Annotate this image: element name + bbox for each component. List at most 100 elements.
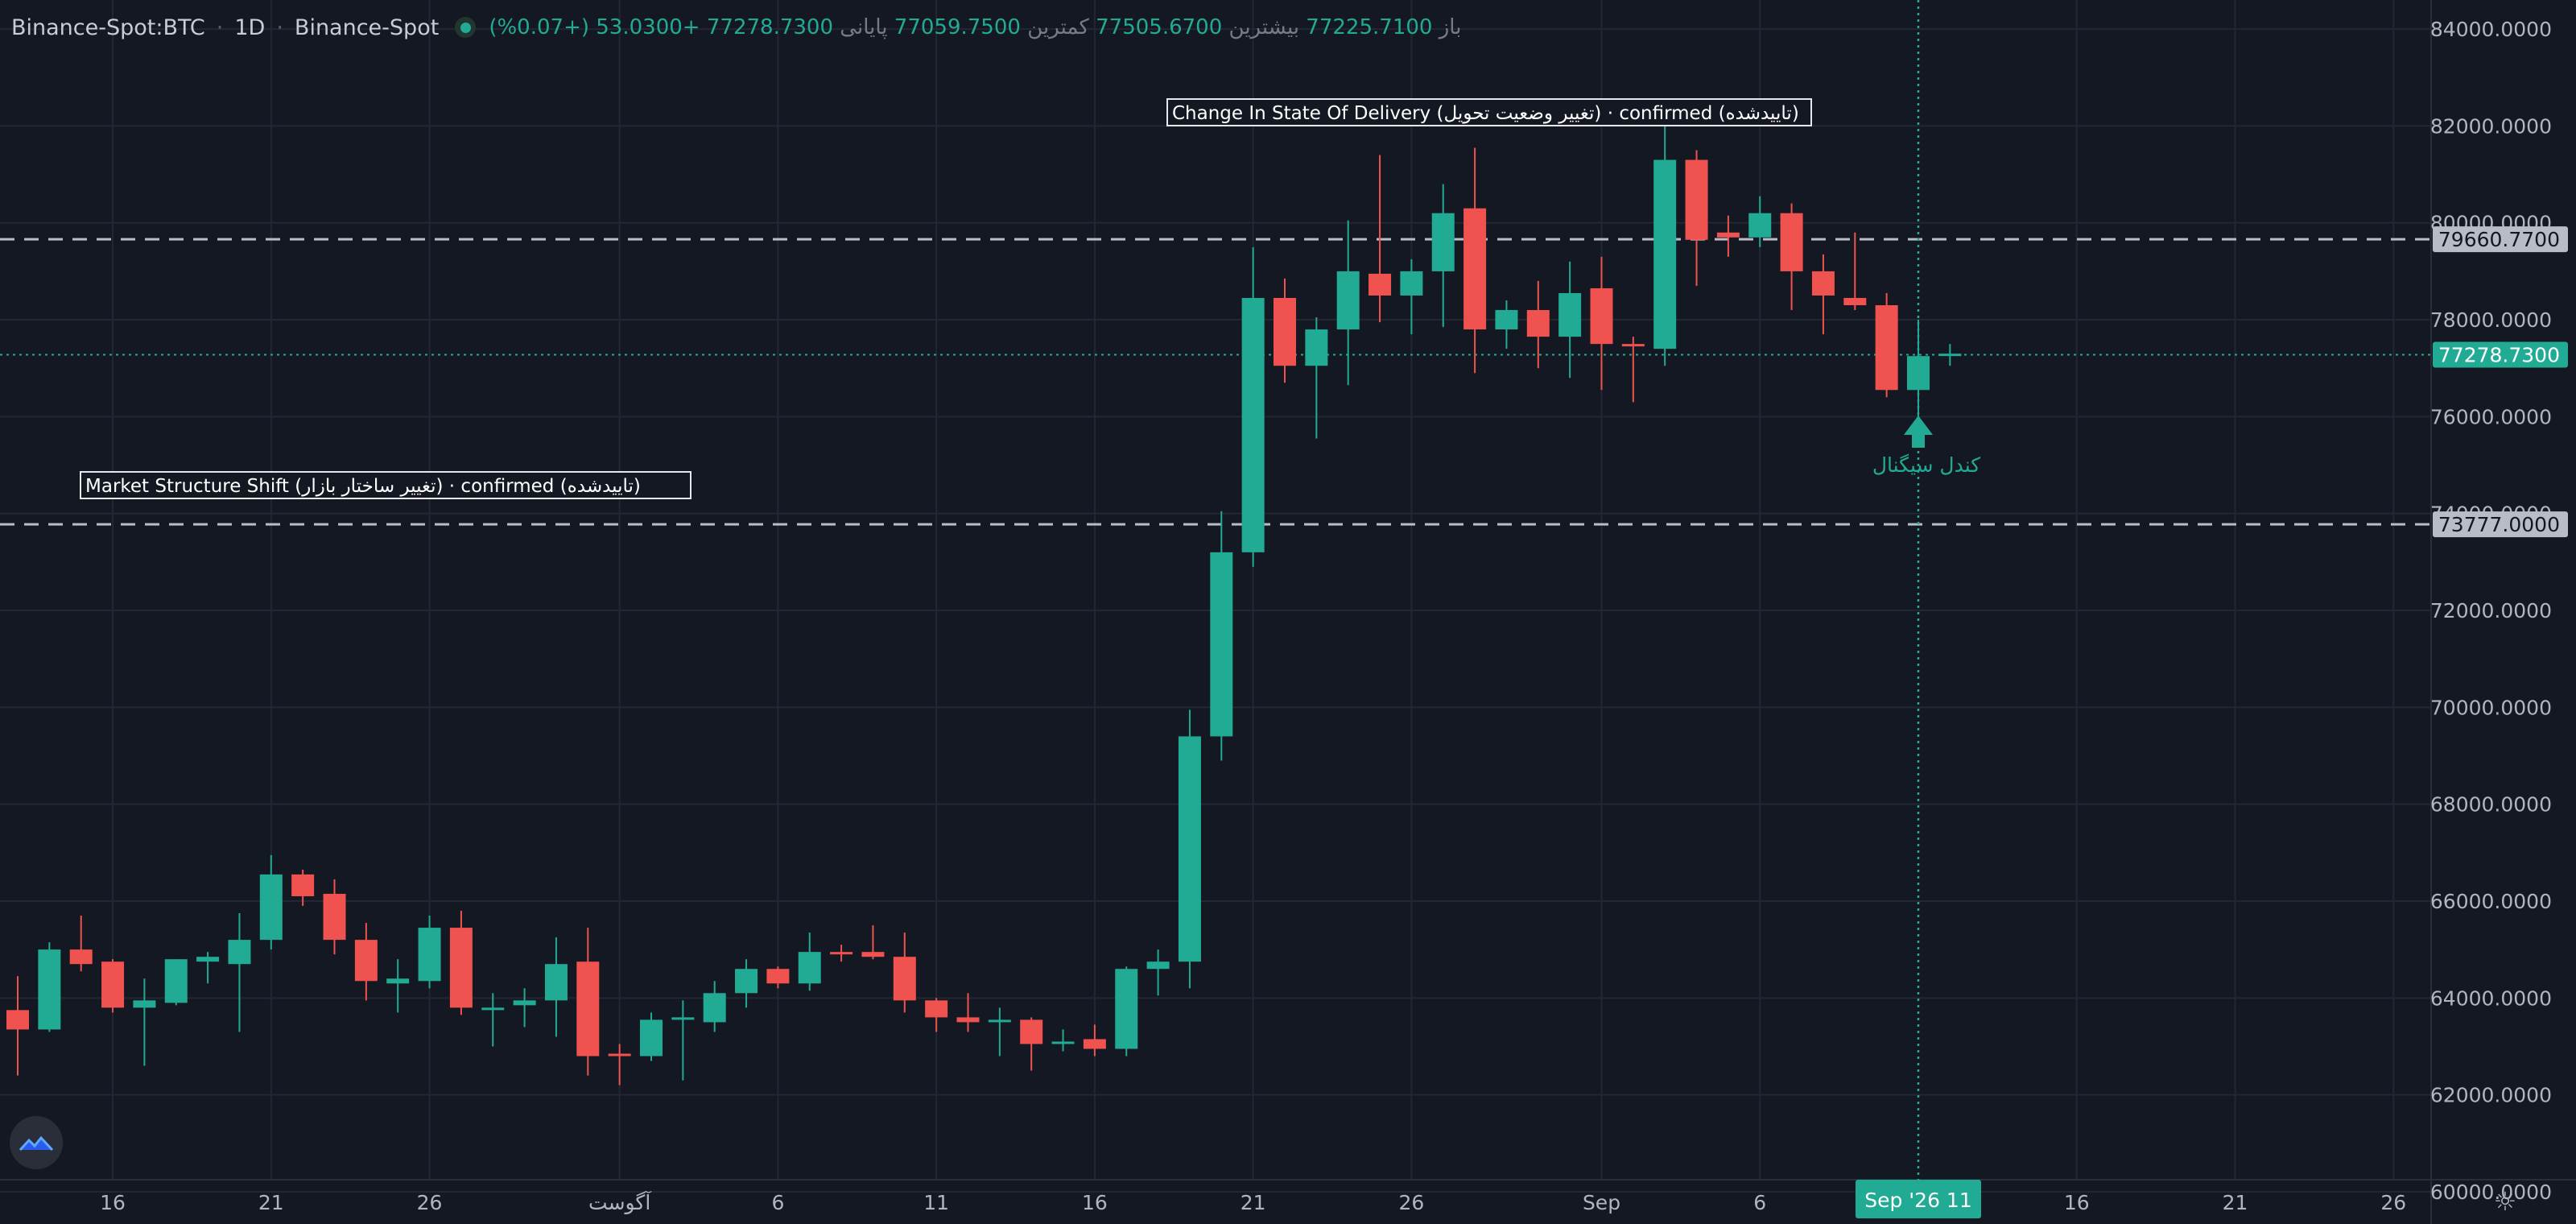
price-tick-label: 70000.0000	[2430, 696, 2552, 719]
candle-body	[323, 893, 346, 941]
candle-body	[101, 961, 125, 1008]
candle-body	[354, 940, 378, 982]
candle-body	[1241, 297, 1265, 552]
candle-body	[544, 964, 568, 1001]
candle-body	[1843, 297, 1867, 306]
annotation-label: Change In State Of Delivery (تغییر وضعیت…	[1172, 103, 1799, 124]
chart-legend: Binance-Spot:BTC · 1D · Binance-Spot باز…	[11, 11, 1461, 43]
candle	[1115, 966, 1138, 1057]
high-label: بیشترین	[1228, 15, 1300, 39]
separator-dot: ·	[216, 14, 224, 40]
candle	[69, 916, 93, 972]
candle-body	[703, 993, 726, 1023]
open-label: باز	[1439, 15, 1462, 39]
candle-body	[196, 957, 220, 962]
candle-body	[988, 1019, 1011, 1023]
price-label-box	[2433, 341, 2568, 368]
time-tick-label: 11	[923, 1191, 949, 1214]
candle	[1526, 280, 1550, 369]
change-value: +53.0300 (+0.07%)	[489, 15, 700, 39]
time-tick-label: 6	[771, 1191, 784, 1214]
candle	[1020, 1017, 1043, 1071]
time-tick-label: 21	[258, 1191, 284, 1214]
candle-body	[1875, 305, 1898, 391]
candle-body	[671, 1017, 695, 1020]
candle	[1210, 511, 1233, 761]
price-label-box	[2433, 511, 2568, 538]
candle-body	[1811, 271, 1835, 296]
candle	[1811, 254, 1835, 335]
time-tick-label: 26	[1398, 1191, 1424, 1214]
price-label: 73777.0000	[2438, 513, 2560, 536]
candle	[1495, 300, 1518, 349]
interval-label[interactable]: 1D	[234, 14, 266, 40]
candle	[1685, 150, 1708, 286]
candle-body	[1590, 287, 1613, 345]
low-value: 77059.7500	[894, 15, 1021, 39]
candle	[735, 959, 758, 1008]
time-tick-label: 6	[1753, 1191, 1766, 1214]
candles	[6, 118, 1962, 1085]
annotation-box	[80, 471, 691, 499]
ohlc-values: باز 77225.7100 بیشترین 77505.6700 کمترین…	[489, 15, 1461, 39]
candle	[1653, 118, 1677, 366]
signal-label: کندل سیگنال	[1872, 453, 1980, 477]
candle	[513, 988, 536, 1028]
candle-body	[798, 952, 821, 984]
candle-body	[69, 949, 93, 965]
time-tick-label: Sep	[1583, 1191, 1620, 1214]
candle-body	[1051, 1041, 1075, 1044]
symbol-label[interactable]: Binance-Spot:BTC	[11, 14, 205, 40]
candle	[386, 959, 410, 1013]
candle-body	[6, 1010, 29, 1030]
candle-body	[1020, 1019, 1043, 1044]
candle-body	[1368, 273, 1392, 296]
candle-body	[259, 874, 283, 941]
candle-body	[1083, 1039, 1106, 1049]
candle-body	[1146, 961, 1170, 970]
candle	[956, 993, 980, 1032]
candle-body	[608, 1053, 631, 1057]
candle	[1621, 337, 1645, 403]
candle	[1875, 292, 1898, 398]
candle	[1241, 246, 1265, 567]
candle	[38, 942, 61, 1032]
candle	[703, 981, 726, 1032]
candle-body	[449, 928, 473, 1008]
open-value: 77225.7100	[1306, 15, 1433, 39]
candle	[1051, 1029, 1075, 1052]
price-tick-label: 66000.0000	[2430, 890, 2552, 913]
price-tick-label: 82000.0000	[2430, 114, 2552, 138]
candle	[1780, 203, 1803, 311]
candle	[1843, 232, 1867, 311]
price-tick-label: 72000.0000	[2430, 599, 2552, 622]
price-label: 79660.7700	[2438, 228, 2560, 251]
candle-body	[1780, 213, 1803, 271]
candle-body	[1400, 271, 1423, 296]
price-tick-label: 60000.0000	[2430, 1181, 2552, 1204]
candle-body	[513, 1000, 536, 1006]
time-tick-label: 26	[417, 1191, 443, 1214]
candle	[449, 911, 473, 1015]
candle	[671, 1000, 695, 1081]
candle-body	[1716, 232, 1740, 238]
candle-body	[1558, 292, 1582, 337]
chart-logo-icon[interactable]	[10, 1116, 63, 1169]
time-tick-label: 21	[2223, 1191, 2248, 1214]
candle-body	[861, 952, 885, 957]
candle	[164, 959, 188, 1006]
candle-body	[133, 1000, 156, 1008]
time-tick-label: 21	[1241, 1191, 1266, 1214]
candle	[608, 1044, 631, 1085]
price-tick-label: 78000.0000	[2430, 308, 2552, 332]
candle	[1146, 949, 1170, 996]
candle-body	[291, 874, 315, 896]
candle-body	[1748, 213, 1772, 238]
candle-body	[481, 1007, 505, 1011]
settings-gear-icon[interactable]: ☼	[2493, 1186, 2517, 1217]
candle	[1590, 256, 1613, 391]
candle	[893, 932, 916, 1013]
candle-body	[925, 1000, 948, 1018]
annotation-label: Market Structure Shift (تغییر ساختار باز…	[85, 476, 641, 497]
